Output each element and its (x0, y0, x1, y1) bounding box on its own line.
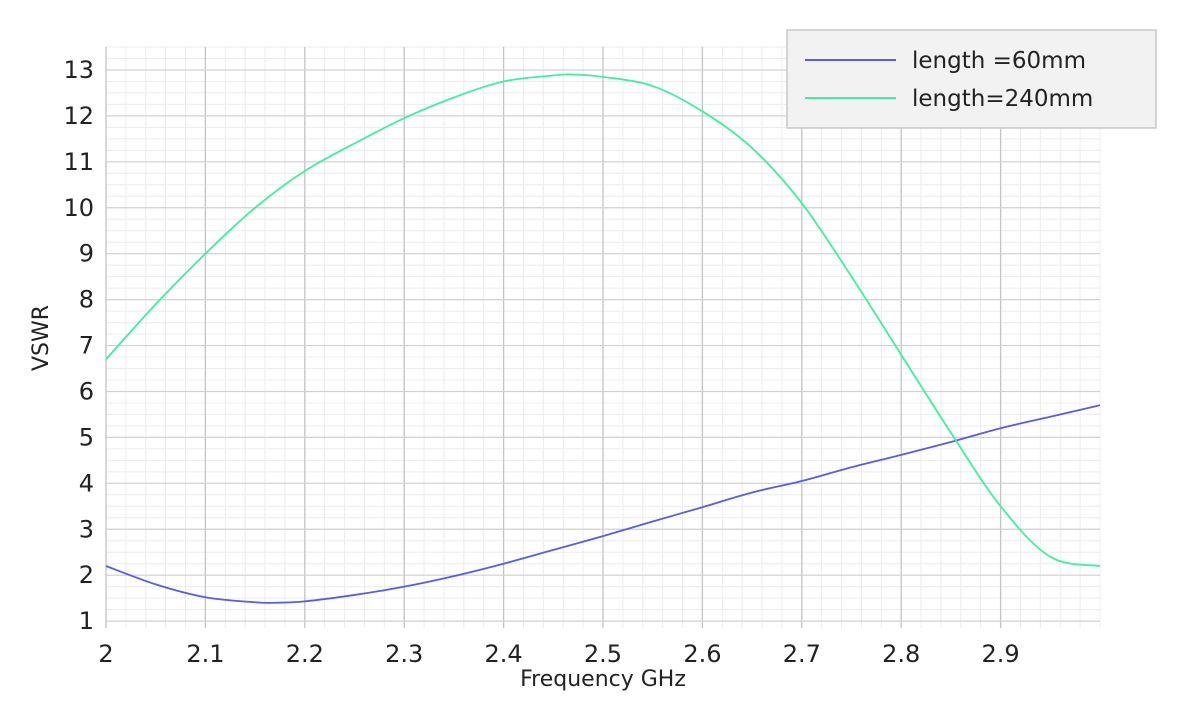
legend-label-length-240mm: length=240mm (912, 86, 1093, 112)
x-axis-label: Frequency GHz (520, 667, 686, 692)
y-tick-label: 10 (63, 194, 94, 222)
y-tick-label: 12 (63, 102, 94, 130)
x-tick-label: 2.6 (683, 640, 721, 668)
legend-label-length-60mm: length =60mm (912, 48, 1086, 74)
y-tick-label: 2 (79, 561, 94, 589)
y-axis-label: VSWR (29, 305, 54, 371)
y-tick-label: 11 (63, 148, 94, 176)
x-tick-label: 2.8 (882, 640, 920, 668)
y-tick-label: 3 (79, 515, 94, 543)
x-tick-label: 2.9 (982, 640, 1020, 668)
x-tick-label: 2.7 (783, 640, 821, 668)
y-tick-label: 4 (79, 469, 94, 497)
y-tick-label: 5 (79, 423, 94, 451)
y-tick-label: 9 (79, 240, 94, 268)
x-tick-labels: 2 2.1 2.2 2.3 2.4 2.5 2.6 2.7 2.8 2.9 (98, 640, 1019, 668)
series-line-0 (105, 404, 1101, 604)
y-tick-label: 6 (79, 377, 94, 405)
x-tick-label: 2.2 (286, 640, 324, 668)
y-tick-label: 1 (79, 607, 94, 635)
y-tick-label: 8 (79, 286, 94, 314)
y-tick-label: 13 (63, 56, 94, 84)
x-tick-label: 2.3 (385, 640, 423, 668)
y-tick-label: 7 (79, 332, 94, 360)
series-line-1 (105, 73, 1101, 567)
x-tick-label: 2 (98, 640, 113, 668)
legend[interactable]: length =60mm length=240mm (786, 29, 1157, 129)
legend-box (786, 29, 1157, 129)
series-layer (105, 73, 1101, 604)
x-tick-label: 2.5 (584, 640, 622, 668)
x-tick-label: 2.4 (485, 640, 523, 668)
x-tick-label: 2.1 (186, 640, 224, 668)
